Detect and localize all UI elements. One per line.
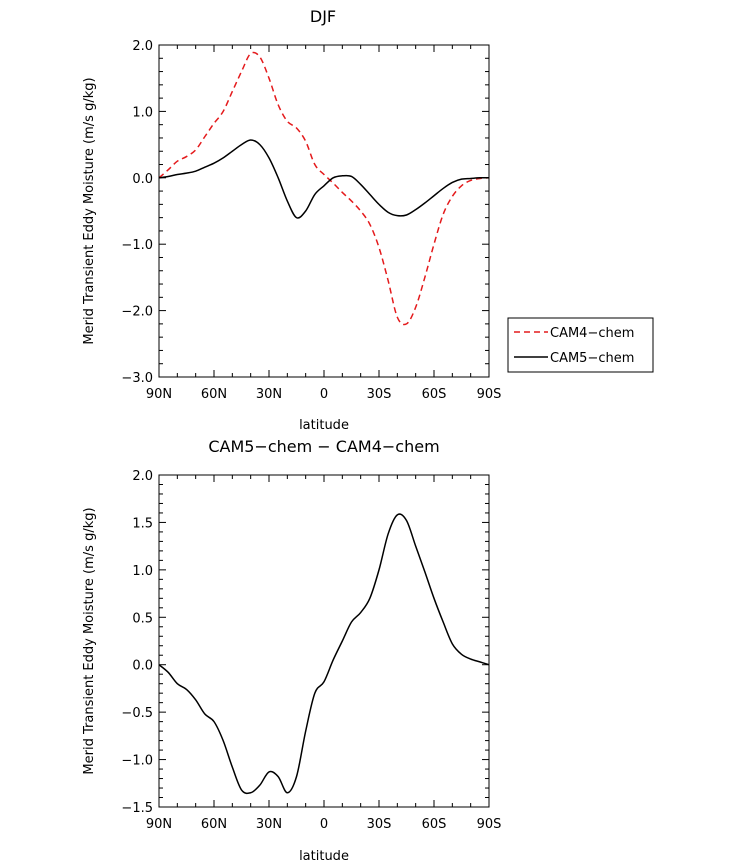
- panel-difference: CAM5−chem − CAM4−chem −1.5 −1.0 −0.5 0.0 0.5…: [82, 437, 501, 864]
- series-line-cam5-chem: [158, 139, 490, 219]
- y-tick-label: 1.5: [132, 516, 153, 531]
- series-line-cam4-chem: [158, 51, 490, 326]
- panel2-y-axis-label: Merid Transient Eddy Moisture (m/s g/kg): [82, 507, 97, 774]
- panel2-y-tick-labels: −1.5 −1.0 −0.5 0.0 0.5 1.0 1.5 2.0: [121, 469, 153, 816]
- x-tick-label: 30S: [367, 387, 392, 402]
- x-tick-label: 30N: [256, 387, 282, 402]
- panel2-title: CAM5−chem − CAM4−chem: [208, 437, 439, 456]
- panel2-frame: [158, 474, 490, 808]
- y-tick-label: −1.0: [121, 238, 153, 253]
- panel1-x-axis-label: latitude: [299, 418, 349, 433]
- x-tick-label: 30N: [256, 817, 282, 832]
- x-tick-label: 30S: [367, 817, 392, 832]
- panel1-frame: [158, 44, 490, 378]
- y-tick-label: 2.0: [132, 469, 153, 484]
- x-tick-label: 60S: [422, 817, 447, 832]
- panel1-series: [158, 51, 490, 326]
- x-tick-label: 90N: [146, 817, 172, 832]
- panel-djf: DJF −3.0 −2.0 −1.0 0.0 1.0 2.0 90N 60N 30N 0 30S 6…: [82, 7, 654, 433]
- x-tick-label: 60N: [201, 387, 227, 402]
- y-tick-label: 0.5: [132, 611, 153, 626]
- panel1-x-tick-labels: 90N 60N 30N 0 30S 60S 90S: [146, 387, 502, 402]
- panel1-ticks: [158, 44, 490, 378]
- legend-box: [507, 317, 654, 373]
- series-line-cam5-chem-cam4-chem: [158, 513, 490, 795]
- y-tick-label: −1.0: [121, 754, 153, 769]
- panel2-x-axis-label: latitude: [299, 849, 349, 864]
- panel2-ticks: [158, 474, 490, 808]
- y-tick-label: −2.0: [121, 305, 153, 320]
- panel1-title: DJF: [310, 7, 336, 26]
- panel1-y-tick-labels: −3.0 −2.0 −1.0 0.0 1.0 2.0: [121, 39, 153, 386]
- panel2-series: [158, 513, 490, 795]
- x-tick-label: 90S: [477, 817, 502, 832]
- x-tick-label: 90N: [146, 387, 172, 402]
- legend: CAM4−chem CAM5−chem: [507, 317, 654, 373]
- legend-label-cam5: CAM5−chem: [550, 351, 634, 366]
- y-tick-label: 0.0: [132, 172, 153, 187]
- y-tick-label: −3.0: [121, 371, 153, 386]
- x-tick-label: 0: [320, 817, 328, 832]
- y-tick-label: 2.0: [132, 39, 153, 54]
- x-tick-label: 0: [320, 387, 328, 402]
- x-tick-label: 90S: [477, 387, 502, 402]
- y-tick-label: 0.0: [132, 659, 153, 674]
- x-tick-label: 60S: [422, 387, 447, 402]
- y-tick-label: 1.0: [132, 564, 153, 579]
- panel1-y-axis-label: Merid Transient Eddy Moisture (m/s g/kg): [82, 77, 97, 344]
- y-tick-label: −0.5: [121, 706, 153, 721]
- panel2-x-tick-labels: 90N 60N 30N 0 30S 60S 90S: [146, 817, 502, 832]
- x-tick-label: 60N: [201, 817, 227, 832]
- y-tick-label: 1.0: [132, 105, 153, 120]
- y-tick-label: −1.5: [121, 801, 153, 816]
- legend-label-cam4: CAM4−chem: [550, 326, 634, 341]
